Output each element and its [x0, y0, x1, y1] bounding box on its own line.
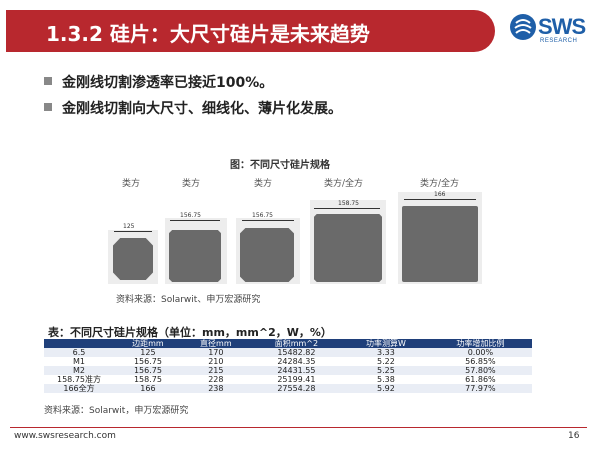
table-cell: 24284.35: [249, 357, 344, 366]
table-row: M2 156.75 215 24431.55 5.25 57.80%: [44, 366, 532, 375]
wafer-type-label: 类方: [182, 179, 201, 189]
sws-logo: SWS RESEARCH: [510, 14, 590, 50]
table-title: 表：不同尺寸硅片规格（单位：mm，mm^2，W，%）: [48, 326, 332, 339]
table-cell: 170: [181, 348, 250, 357]
footer-divider: [10, 427, 587, 428]
table-cell: 210: [181, 357, 250, 366]
wafer-size-label: 156.75: [252, 212, 273, 219]
table-cell: 61.86%: [428, 375, 532, 384]
table-cell: 156.75: [114, 366, 182, 375]
figure-source: 资料来源：Solarwit、申万宏源研究: [116, 295, 261, 305]
table-cell: 5.25: [343, 366, 429, 375]
table-cell: 158.75准方: [44, 375, 114, 384]
table-row: 158.75准方 158.75 228 25199.41 5.38 61.86%: [44, 375, 532, 384]
table-cell: 27554.28: [249, 384, 344, 393]
table-cell: 5.92: [343, 384, 429, 393]
bullet-item: 金刚线切割渗透率已接近100%。: [44, 72, 273, 92]
table-cell: 238: [181, 384, 250, 393]
dimension-line: [242, 220, 294, 221]
table-cell: 24431.55: [249, 366, 344, 375]
column-header: 边距mm: [114, 339, 182, 348]
table-cell: 125: [114, 348, 182, 357]
bullet-item: 金刚线切割向大尺寸、细线化、薄片化发展。: [44, 98, 342, 118]
table-row: 166全方 166 238 27554.28 5.92 77.97%: [44, 384, 532, 393]
figure-title: 图：不同尺寸硅片规格: [230, 160, 330, 171]
table-cell: 6.5: [44, 348, 114, 357]
table-source: 资料来源：Solarwit，申万宏源研究: [44, 406, 189, 416]
wafer-size-label: 156.75: [180, 212, 201, 219]
table-cell: 158.75: [114, 375, 182, 384]
table-cell: 166: [114, 384, 182, 393]
wafer-size-label: 158.75: [338, 200, 359, 207]
table-cell: M2: [44, 366, 114, 375]
logo-subtext: RESEARCH: [540, 38, 578, 44]
wafer-spec-table: 边距mm 直径mm 面积mm^2 功率测算W 功率增加比例 6.5 125 17…: [44, 339, 532, 393]
dimension-line: [170, 220, 220, 221]
table-cell: 0.00%: [428, 348, 532, 357]
bullet-text: 金刚线切割渗透率已接近100%。: [62, 75, 274, 91]
table-header-row: 边距mm 直径mm 面积mm^2 功率测算W 功率增加比例: [44, 339, 532, 348]
wafer-125: [113, 238, 153, 280]
table-cell: 5.38: [343, 375, 429, 384]
wafer-166: [402, 206, 478, 282]
table-cell: 56.85%: [428, 357, 532, 366]
bullet-square-icon: [44, 103, 52, 111]
bullet-square-icon: [44, 77, 52, 85]
dimension-line: [314, 208, 380, 209]
table-cell: 57.80%: [428, 366, 532, 375]
table-cell: 228: [181, 375, 250, 384]
column-header: 功率增加比例: [428, 339, 532, 348]
wafer-size-label: 125: [123, 223, 135, 230]
logo-mark-icon: [510, 14, 536, 40]
column-header: 直径mm: [181, 339, 250, 348]
title-banner: 1.3.2 硅片：大尺寸硅片是未来趋势: [6, 10, 495, 52]
wafer-type-label: 类方: [254, 179, 273, 189]
table-cell: 25199.41: [249, 375, 344, 384]
logo-text: SWS: [538, 14, 586, 39]
dimension-line: [114, 231, 152, 232]
table-cell: M1: [44, 357, 114, 366]
table-cell: 166全方: [44, 384, 114, 393]
table-row: M1 156.75 210 24284.35 5.22 56.85%: [44, 357, 532, 366]
table-cell: 5.22: [343, 357, 429, 366]
wafer-type-label: 类方/全方: [420, 179, 460, 189]
table-cell: 77.97%: [428, 384, 532, 393]
dimension-line: [404, 199, 476, 200]
bullet-text: 金刚线切割向大尺寸、细线化、薄片化发展。: [62, 101, 342, 117]
wafer-type-label: 类方: [122, 179, 141, 189]
wafer-type-label: 类方/全方: [324, 179, 364, 189]
column-header: 面积mm^2: [249, 339, 344, 348]
footer-url: www.swsresearch.com: [14, 431, 116, 441]
page-number: 16: [568, 431, 580, 441]
page-title: 1.3.2 硅片：大尺寸硅片是未来趋势: [46, 22, 370, 46]
column-header: 功率测算W: [343, 339, 429, 348]
column-header: [44, 339, 114, 348]
table-cell: 15482.82: [249, 348, 344, 357]
table-cell: 215: [181, 366, 250, 375]
wafer-156-m1: [169, 230, 221, 282]
table-row: 6.5 125 170 15482.82 3.33 0.00%: [44, 348, 532, 357]
table-cell: 3.33: [343, 348, 429, 357]
wafer-156-m2: [240, 228, 294, 282]
wafer-158: [314, 214, 382, 282]
wafer-size-label: 166: [434, 191, 446, 198]
table-cell: 156.75: [114, 357, 182, 366]
